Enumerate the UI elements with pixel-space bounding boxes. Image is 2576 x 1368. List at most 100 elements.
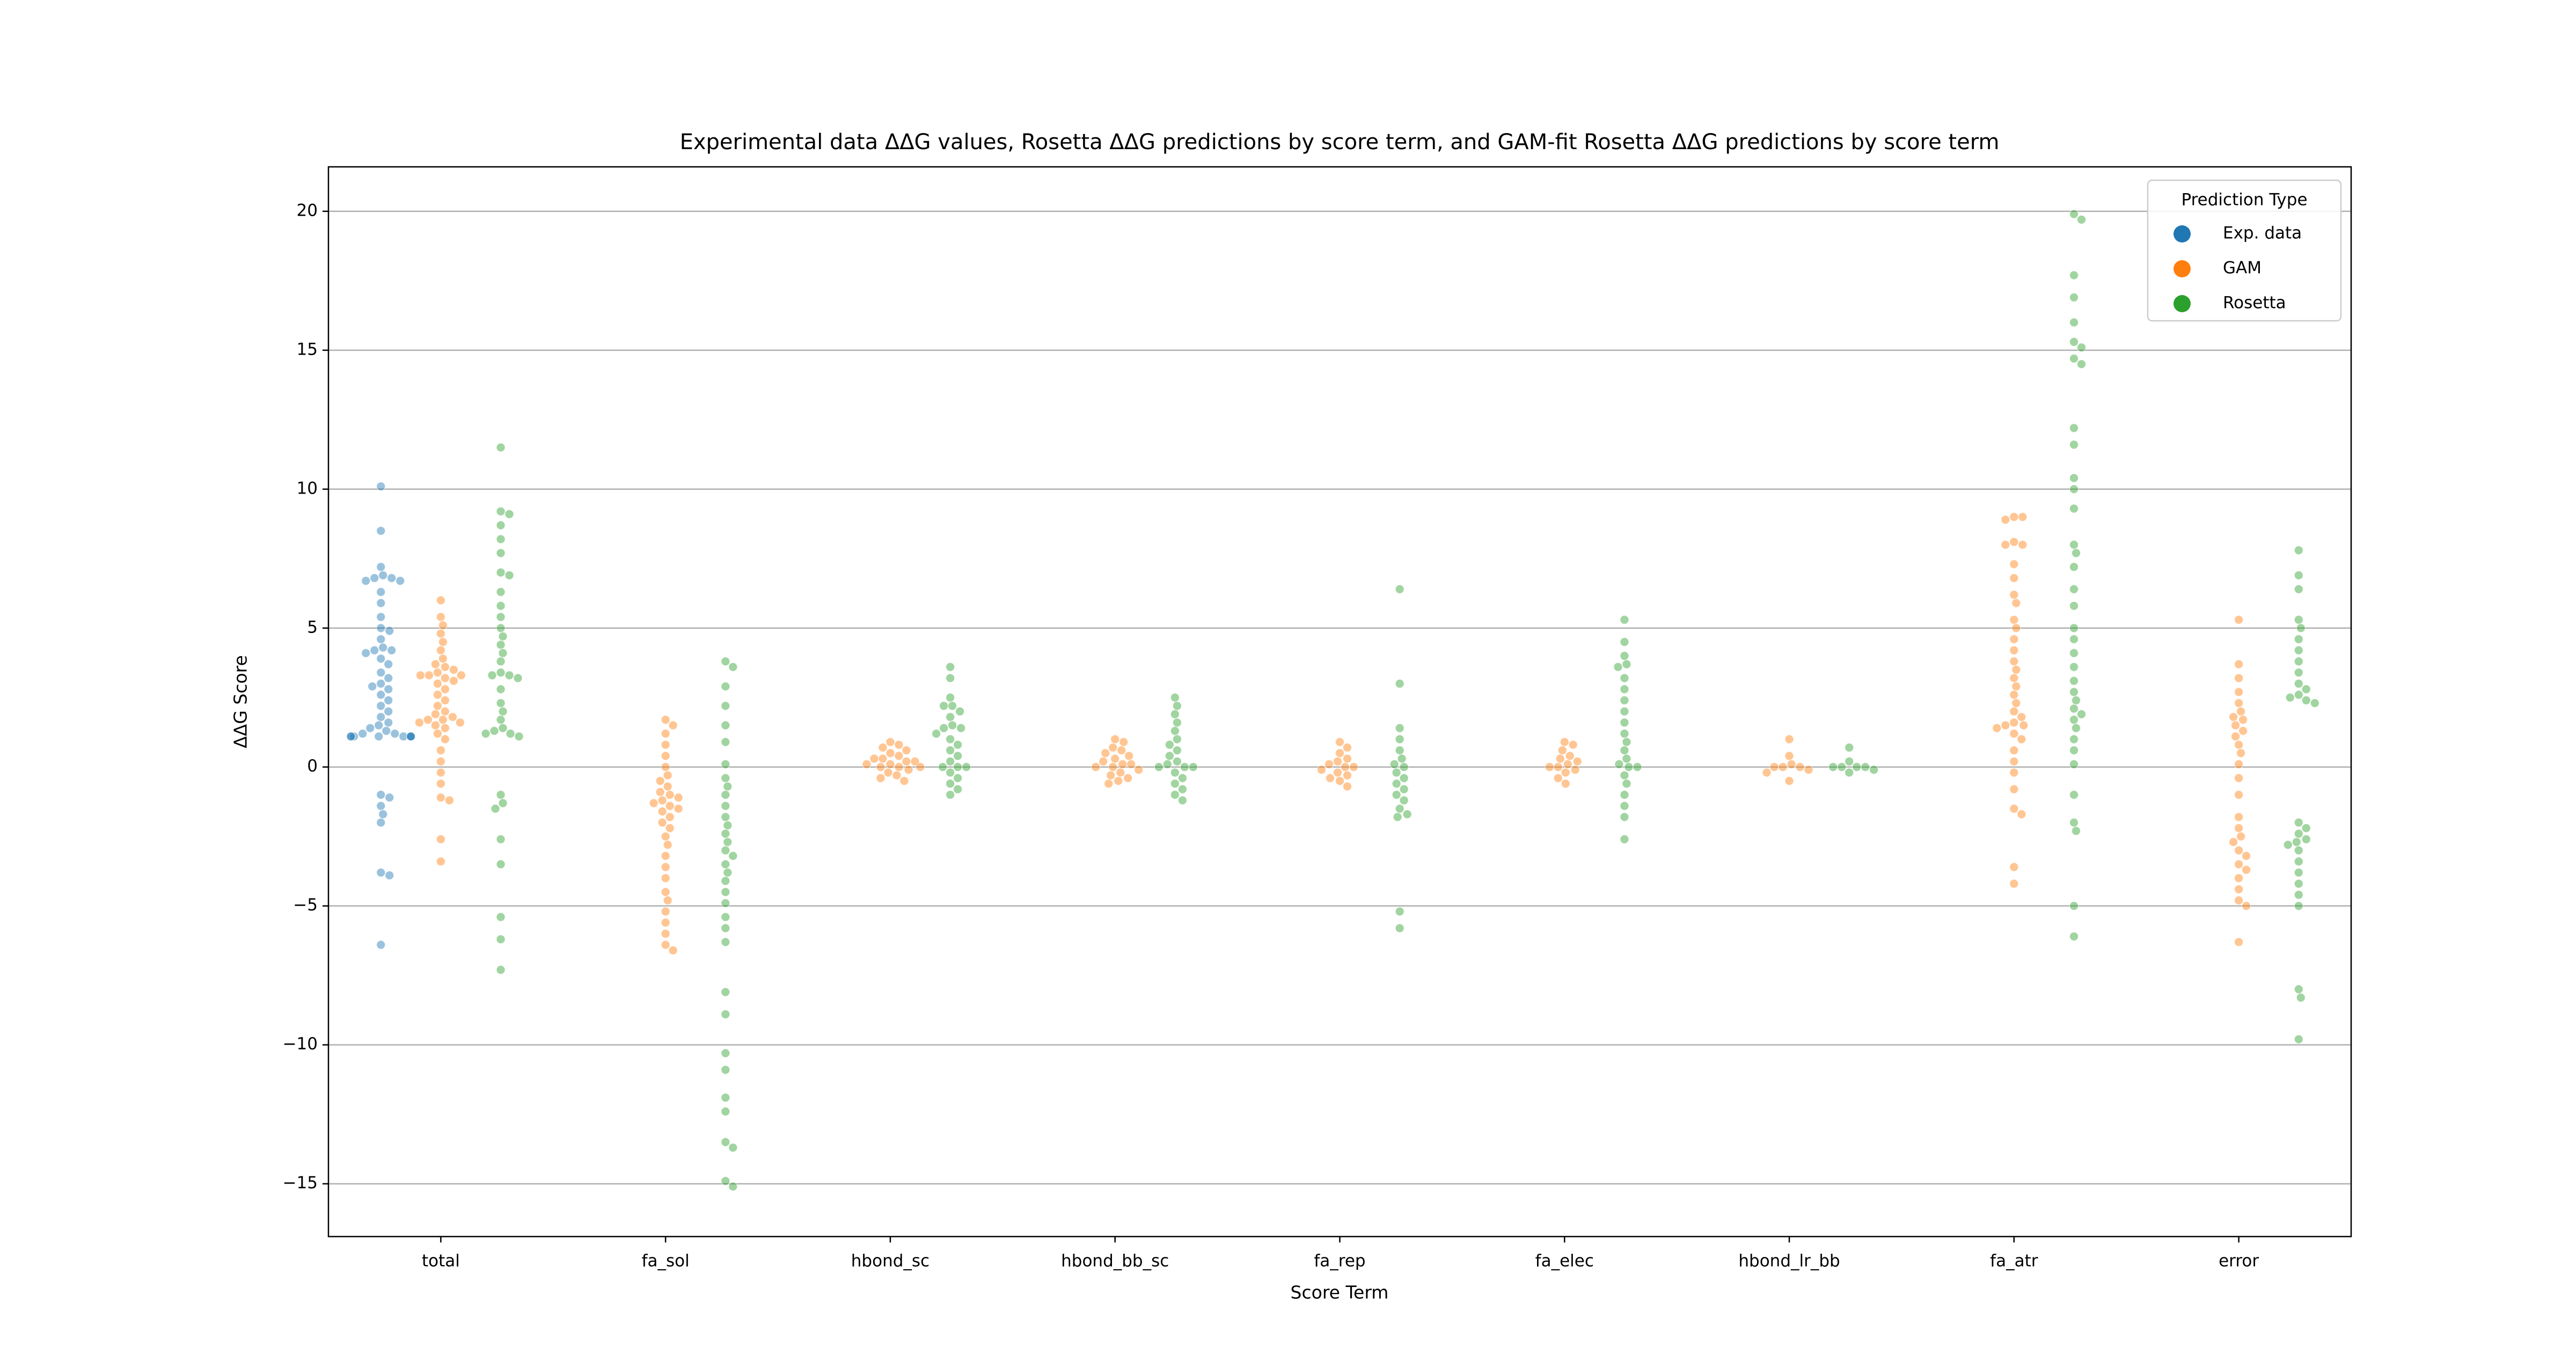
swarm-point xyxy=(894,751,904,761)
swarm-point xyxy=(1170,709,1180,719)
swarm-point xyxy=(2296,992,2306,1003)
swarm-point xyxy=(1572,756,1582,766)
swarm-point xyxy=(374,720,384,730)
swarm-point xyxy=(721,987,730,997)
swarm-point xyxy=(1172,746,1182,755)
swarm-point xyxy=(487,671,497,680)
swarm-point xyxy=(376,623,386,633)
swarm-point xyxy=(894,762,904,772)
swarm-point xyxy=(2069,704,2079,714)
swarm-point xyxy=(2009,690,2019,700)
swarm-point xyxy=(2009,784,2019,794)
swarm-point xyxy=(2294,570,2303,580)
swarm-point xyxy=(1180,762,1189,772)
swarm-point xyxy=(1837,762,1847,772)
swarm-point xyxy=(2011,598,2021,608)
swarm-point xyxy=(1324,759,1334,769)
points xyxy=(346,209,2319,1192)
swarm-point xyxy=(2076,359,2087,369)
swarm-point xyxy=(1170,790,1180,800)
swarm-point xyxy=(384,695,393,705)
swarm-point xyxy=(438,654,448,664)
swarm-point xyxy=(496,790,506,800)
swarm-point xyxy=(436,834,445,844)
swarm-point xyxy=(376,612,386,622)
swarm-point xyxy=(1108,742,1118,753)
swarm-point xyxy=(1177,773,1187,783)
swarm-point xyxy=(661,887,670,897)
swarm-point xyxy=(1325,773,1335,783)
swarm-point xyxy=(2009,560,2019,569)
swarm-point xyxy=(1099,756,1108,766)
legend-marker xyxy=(2174,225,2191,242)
swarm-point xyxy=(2234,615,2244,624)
y-tick-label: −15 xyxy=(283,1173,318,1193)
swarm-point xyxy=(378,570,388,580)
swarm-point xyxy=(430,659,440,669)
swarm-point xyxy=(721,937,730,947)
swarm-point xyxy=(1553,762,1563,772)
swarm-point xyxy=(2069,318,2079,327)
swarm-point xyxy=(2017,734,2026,744)
chart-title: Experimental data ΔΔG values, Rosetta ΔΔ… xyxy=(680,130,2000,155)
swarm-point xyxy=(376,818,386,827)
swarm-point xyxy=(1389,759,1399,769)
swarm-point xyxy=(496,912,506,922)
swarm-point xyxy=(514,732,524,741)
swarm-point xyxy=(663,770,672,780)
swarm-point xyxy=(721,1137,730,1147)
legend-marker xyxy=(2174,260,2191,277)
swarm-point xyxy=(2011,681,2021,692)
swarm-point xyxy=(2294,879,2303,888)
swarm-point xyxy=(2069,746,2079,755)
swarm-point xyxy=(2009,537,2019,547)
swarm-point xyxy=(655,776,665,786)
swarm-point xyxy=(1624,762,1634,772)
swarm-point xyxy=(2017,712,2026,722)
swarm-point xyxy=(2069,662,2079,672)
swarm-point xyxy=(2234,812,2244,822)
swarm-point xyxy=(496,443,506,452)
swarm-point xyxy=(440,695,450,705)
swarm-point xyxy=(2234,673,2244,683)
swarm-point xyxy=(496,834,506,844)
swarm-point xyxy=(1633,762,1642,772)
swarm-point xyxy=(1114,776,1123,786)
swarm-point xyxy=(1395,907,1404,916)
swarm-point xyxy=(361,576,371,586)
swarm-point xyxy=(661,740,670,749)
swarm-point xyxy=(1342,770,1352,780)
swarm-point xyxy=(2236,707,2246,716)
swarm-point xyxy=(2236,748,2246,758)
swarm-point xyxy=(1118,759,1128,769)
swarm-point xyxy=(1395,679,1404,688)
swarm-point xyxy=(939,701,949,711)
swarm-point xyxy=(376,634,386,644)
swarm-point xyxy=(358,729,368,739)
swarm-point xyxy=(655,787,665,797)
swarm-point xyxy=(2071,826,2081,836)
swarm-point xyxy=(498,631,508,641)
swarm-point xyxy=(2069,687,2079,697)
swarm-point xyxy=(956,723,966,733)
swarm-point xyxy=(663,782,672,791)
swarm-point xyxy=(862,759,872,769)
swarm-point xyxy=(721,923,730,933)
swarm-point xyxy=(2009,718,2019,727)
swarm-point xyxy=(438,620,448,630)
swarm-point xyxy=(721,681,730,692)
swarm-point xyxy=(2234,759,2244,769)
swarm-point xyxy=(1399,762,1409,772)
swarm-point xyxy=(2069,648,2079,658)
swarm-point xyxy=(438,637,448,647)
swarm-point xyxy=(1395,734,1404,744)
swarm-point xyxy=(661,873,670,883)
swarm-point xyxy=(365,723,375,733)
y-tick-label: 5 xyxy=(307,617,318,637)
swarm-point xyxy=(2294,984,2303,994)
swarm-point xyxy=(885,748,895,758)
swarm-point xyxy=(349,732,359,741)
swarm-point xyxy=(2076,709,2087,719)
swarm-point xyxy=(948,720,957,730)
swarm-point xyxy=(504,671,514,680)
